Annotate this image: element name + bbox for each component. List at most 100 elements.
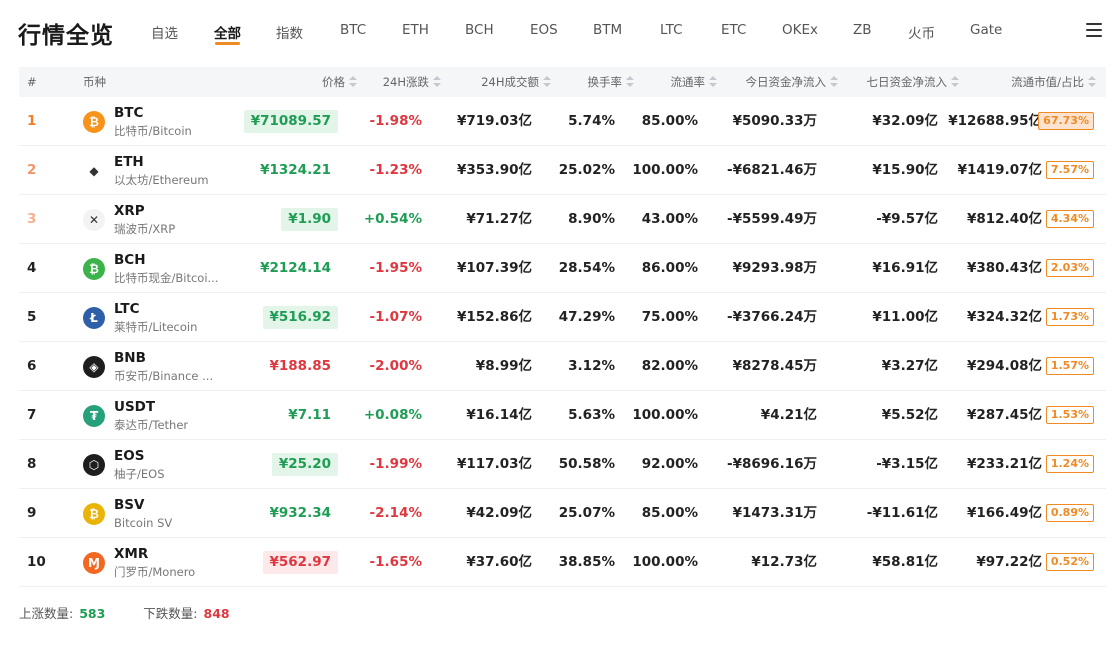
turnover-rate: 25.02% [558,162,615,178]
price: ¥1.90 [281,208,338,231]
volume-24h: ¥152.86亿 [457,309,532,325]
change-24h: -1.07% [369,309,422,325]
turnover-rate: 38.85% [558,554,615,570]
market-cap: ¥380.43亿 [967,260,1042,276]
net-inflow-today: ¥1473.31万 [732,505,817,521]
coin-name: 以太坊/Ethereum [114,173,209,187]
market-cap: ¥1419.07亿 [957,162,1042,178]
tab-huobi[interactable]: 火币 [908,26,935,42]
sort-icon[interactable] [543,76,551,87]
coin-name: 比特币/Bitcoin [114,124,192,138]
net-inflow-7d: ¥5.52亿 [881,407,938,423]
market-share-badge: 0.52% [1045,553,1094,571]
tab-all[interactable]: 全部 [214,26,241,42]
tab-eth[interactable]: ETH [402,22,429,38]
coin-symbol: BSV [114,497,145,513]
coin-name: 莱特币/Litecoin [114,320,198,334]
circulation-rate: 82.00% [641,358,698,374]
table-row[interactable]: 7 ₮ USDT 泰达币/Tether ¥7.11 +0.08% ¥16.14亿 5.63% 1… [19,391,1106,440]
net-inflow-today: -¥3766.24万 [727,309,817,325]
market-share-badge: 1.73% [1045,308,1094,326]
table-row[interactable]: 4 ₿ BCH 比特币现金/Bitcoi... ¥2124.14 -1.95% ¥107.3… [19,244,1106,293]
header: 行情全览 自选 全部 指数 BTC ETH BCH EOS BTM LTC ET… [0,0,1114,62]
price: ¥562.97 [262,551,338,574]
bitcoin-sv-icon: ₿ [83,503,105,525]
coin-symbol: ETH [114,154,144,170]
tab-index[interactable]: 指数 [276,26,303,42]
tab-etc[interactable]: ETC [721,22,747,38]
table-row[interactable]: 10 Ɱ XMR 门罗币/Monero ¥562.97 -1.65% ¥37.60亿 38.8… [19,538,1106,587]
market-cap: ¥12688.95亿 [948,113,1042,129]
down-count: 848 [203,606,230,621]
sort-icon[interactable] [433,76,441,87]
circulation-rate: 92.00% [641,456,698,472]
col-market-cap[interactable]: 流通市值/占比 [1011,67,1096,97]
tab-btc[interactable]: BTC [340,22,367,38]
rank: 6 [27,358,37,374]
net-inflow-7d: ¥11.00亿 [872,309,938,325]
net-inflow-today: ¥4.21亿 [760,407,817,423]
price: ¥25.20 [271,453,338,476]
table-row[interactable]: 8 ⬡ EOS 柚子/EOS ¥25.20 -1.99% ¥117.03亿 50.58% 92.… [19,440,1106,489]
sort-icon[interactable] [626,76,634,87]
volume-24h: ¥37.60亿 [466,554,532,570]
net-inflow-7d: -¥3.15亿 [876,456,938,472]
tab-okex[interactable]: OKEx [782,22,818,38]
col-circulation[interactable]: 流通率 [671,67,717,97]
bitcoin-icon: ₿ [83,111,105,133]
tab-zb[interactable]: ZB [853,22,872,38]
net-inflow-today: -¥6821.46万 [727,162,817,178]
table-row[interactable]: 1 ₿ BTC 比特币/Bitcoin ¥71089.57 -1.98% ¥719.03亿 5… [19,97,1106,146]
table-row[interactable]: 9 ₿ BSV Bitcoin SV ¥932.34 -2.14% ¥42.09亿 25.07… [19,489,1106,538]
hamburger-menu-icon[interactable] [1086,23,1102,37]
net-inflow-today: ¥5090.33万 [732,113,817,129]
circulation-rate: 43.00% [641,211,698,227]
col-rank: # [27,75,37,89]
net-inflow-today: -¥8696.16万 [727,456,817,472]
sort-icon[interactable] [951,76,959,87]
coin-symbol: USDT [114,399,156,415]
circulation-rate: 86.00% [641,260,698,276]
rank: 8 [27,456,37,472]
market-share-badge: 4.34% [1045,210,1094,228]
up-count: 583 [79,606,106,621]
net-inflow-7d: -¥9.57亿 [876,211,938,227]
table-row[interactable]: 3 ✕ XRP 瑞波币/XRP ¥1.90 +0.54% ¥71.27亿 8.90% 43.00… [19,195,1106,244]
turnover-rate: 5.63% [568,407,615,423]
volume-24h: ¥719.03亿 [457,113,532,129]
monero-icon: Ɱ [83,552,105,574]
tab-btm[interactable]: BTM [593,22,623,38]
market-cap: ¥324.32亿 [967,309,1042,325]
col-flow-7d[interactable]: 七日资金净流入 [867,67,959,97]
change-24h: +0.08% [363,407,422,423]
tab-bch[interactable]: BCH [465,22,494,38]
turnover-rate: 47.29% [558,309,615,325]
circulation-rate: 100.00% [632,407,698,423]
col-change[interactable]: 24H涨跌 [383,67,441,97]
rank: 3 [27,211,37,227]
sort-icon[interactable] [1088,76,1096,87]
col-flow-today[interactable]: 今日资金净流入 [746,67,838,97]
volume-24h: ¥353.90亿 [457,162,532,178]
tab-eos[interactable]: EOS [530,22,558,38]
table-row[interactable]: 2 ◆ ETH 以太坊/Ethereum ¥1324.21 -1.23% ¥353.90亿 2… [19,146,1106,195]
sort-icon[interactable] [830,76,838,87]
coin-symbol: BTC [114,105,144,121]
table-row[interactable]: 5 Ł LTC 莱特币/Litecoin ¥516.92 -1.07% ¥152.86亿 47… [19,293,1106,342]
volume-24h: ¥16.14亿 [466,407,532,423]
price: ¥188.85 [269,358,332,374]
net-inflow-today: -¥5599.49万 [727,211,817,227]
binance-icon: ◈ [83,356,105,378]
table-row[interactable]: 6 ◈ BNB 币安币/Binance ... ¥188.85 -2.00% ¥8.99亿 3… [19,342,1106,391]
change-24h: -1.95% [369,260,422,276]
col-price[interactable]: 价格 [322,67,357,97]
tab-gate[interactable]: Gate [970,22,1003,38]
col-turnover[interactable]: 换手率 [588,67,634,97]
sort-icon[interactable] [709,76,717,87]
sort-icon[interactable] [349,76,357,87]
col-volume[interactable]: 24H成交额 [481,67,551,97]
tab-favorites[interactable]: 自选 [151,26,178,42]
circulation-rate: 85.00% [641,113,698,129]
tab-ltc[interactable]: LTC [660,22,683,38]
net-inflow-7d: ¥16.91亿 [872,260,938,276]
